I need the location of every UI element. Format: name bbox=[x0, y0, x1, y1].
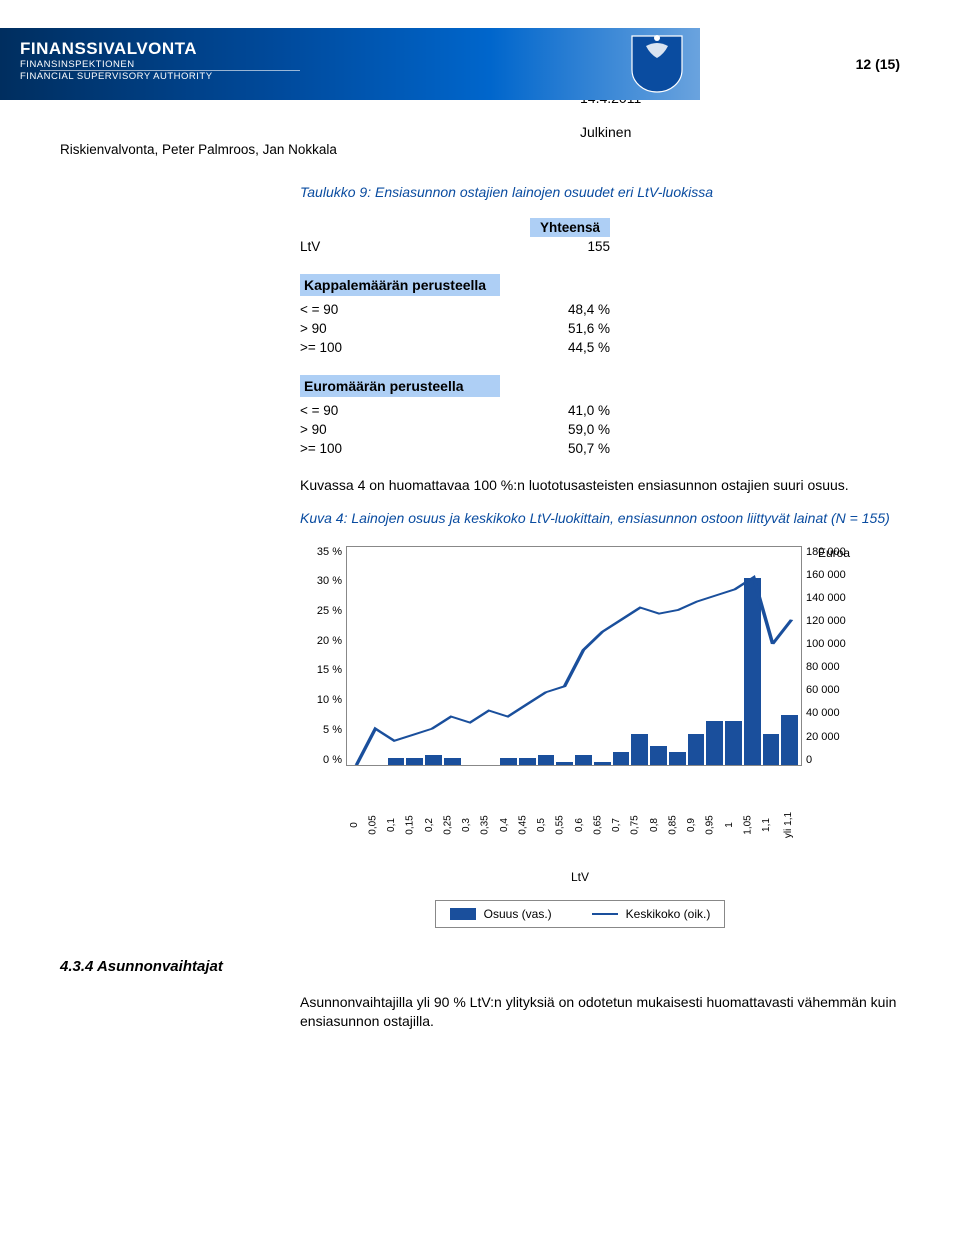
coat-of-arms-icon bbox=[628, 32, 686, 94]
org-name-sub2: FINANCIAL SUPERVISORY AUTHORITY bbox=[20, 71, 213, 83]
chart4-legend: Osuus (vas.) Keskikoko (oik.) bbox=[435, 900, 726, 928]
chart4-right-axis: 180 000160 000140 000120 000100 00080 00… bbox=[802, 546, 860, 766]
page-number: 12 (15) bbox=[856, 56, 900, 72]
header-banner: FINANSSIVALVONTA FINANSINSPEKTIONEN FINA… bbox=[0, 28, 700, 100]
chart4-plot bbox=[346, 546, 802, 766]
table9-section2: < = 9048,4 % > 9051,6 % >= 10044,5 % bbox=[300, 300, 610, 357]
chart4-x-axis-title: LtV bbox=[300, 870, 860, 884]
legend-line: Keskikoko (oik.) bbox=[592, 907, 711, 921]
chart4-x-axis: 00,050,10,150,20,250,30,350,40,450,50,55… bbox=[346, 810, 802, 840]
legend-bar: Osuus (vas.) bbox=[450, 907, 552, 921]
chart4-left-axis: 35 %30 %25 %20 %15 %10 %5 %0 % bbox=[300, 546, 346, 766]
chart4-right-axis-title: Euroa bbox=[818, 546, 850, 560]
legend-bar-swatch bbox=[450, 908, 476, 920]
table9-row-ltv-label: LtV bbox=[300, 237, 530, 256]
table9-colhdr: Yhteensä bbox=[530, 218, 610, 237]
para-kuvassa4: Kuvassa 4 on huomattavaa 100 %:n luototu… bbox=[300, 476, 900, 495]
chart4-caption: Kuva 4: Lainojen osuus ja keskikoko LtV-… bbox=[300, 509, 900, 528]
table9-section3: < = 9041,0 % > 9059,0 % >= 10050,7 % bbox=[300, 401, 610, 458]
table9: Yhteensä LtV 155 bbox=[300, 218, 610, 256]
table9-section3-hdr: Euromäärän perusteella bbox=[300, 375, 500, 397]
table9-section2-hdr: Kappalemäärän perusteella bbox=[300, 274, 500, 296]
section-434-para: Asunnonvaihtajilla yli 90 % LtV:n ylityk… bbox=[300, 993, 900, 1031]
legend-line-swatch bbox=[592, 913, 618, 915]
org-logo-text: FINANSSIVALVONTA FINANSINSPEKTIONEN FINA… bbox=[20, 38, 213, 83]
section-434-heading: 4.3.4 Asunnonvaihtajat bbox=[60, 958, 960, 975]
table9-caption: Taulukko 9: Ensiasunnon ostajien lainoje… bbox=[300, 183, 900, 202]
author-line: Riskienvalvonta, Peter Palmroos, Jan Nok… bbox=[60, 142, 960, 157]
doc-classification: Julkinen bbox=[580, 124, 900, 140]
org-name-main: FINANSSIVALVONTA bbox=[20, 38, 213, 59]
chart4: Euroa 35 %30 %25 %20 %15 %10 %5 %0 % 180… bbox=[300, 546, 860, 928]
table9-row-ltv-val: 155 bbox=[530, 237, 610, 256]
